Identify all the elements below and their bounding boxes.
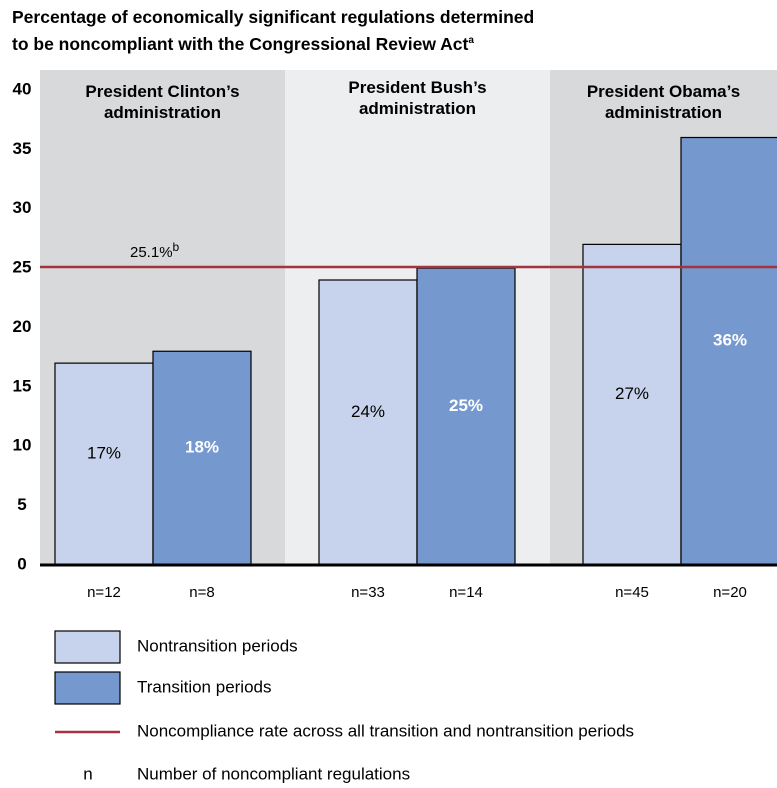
value-label: 27% — [615, 384, 649, 403]
bar — [582, 243, 682, 566]
y-tick-label: 15 — [13, 376, 32, 395]
value-label: 36% — [713, 331, 747, 350]
reference-label: 25.1%b — [130, 240, 180, 261]
n-label: n=45 — [615, 584, 649, 601]
y-tick-label: 5 — [17, 495, 26, 514]
legend-label: Number of noncompliant regulations — [137, 764, 410, 783]
bar — [680, 136, 777, 566]
n-label: n=8 — [189, 584, 214, 601]
title-note: a — [468, 35, 474, 46]
n-label: n=33 — [351, 584, 385, 601]
title-text: to be noncompliant with the Congressiona… — [12, 33, 469, 54]
y-tick-label: 20 — [13, 317, 32, 336]
y-tick-label: 30 — [13, 198, 32, 217]
y-tick-label: 40 — [13, 79, 32, 98]
y-tick-label: 25 — [13, 258, 32, 277]
legend-key: n — [83, 764, 92, 783]
legend-label: Nontransition periods — [137, 636, 298, 655]
band-label: President Bush’s administration — [348, 78, 487, 118]
title-line: Percentage of economically significant r… — [12, 7, 535, 27]
n-label: n=12 — [87, 584, 121, 601]
band-label: President Clinton’s administration — [85, 82, 240, 122]
bar — [152, 350, 252, 566]
value-label: 18% — [185, 438, 219, 457]
legend-swatch — [54, 671, 121, 705]
bar — [54, 362, 154, 566]
reference-note: b — [173, 240, 180, 254]
y-tick-label: 35 — [13, 139, 32, 158]
y-tick-label: 0 — [17, 554, 26, 573]
reference-value: 25.1% — [130, 244, 173, 261]
chart-title: Percentage of economically significant r… — [12, 5, 534, 56]
bar — [318, 279, 418, 566]
value-label: 17% — [87, 444, 121, 463]
n-label: n=20 — [713, 584, 747, 601]
value-label: 24% — [351, 402, 385, 421]
legend-label: Transition periods — [137, 677, 272, 696]
legend-swatch — [54, 630, 121, 664]
value-label: 25% — [449, 396, 483, 415]
n-label: n=14 — [449, 584, 483, 601]
title-line: to be noncompliant with the Congressiona… — [12, 29, 534, 56]
legend-label: Noncompliance rate across all transition… — [137, 721, 634, 740]
bar — [416, 267, 516, 566]
band-label: President Obama’s administration — [586, 82, 741, 122]
y-tick-label: 10 — [13, 436, 32, 455]
